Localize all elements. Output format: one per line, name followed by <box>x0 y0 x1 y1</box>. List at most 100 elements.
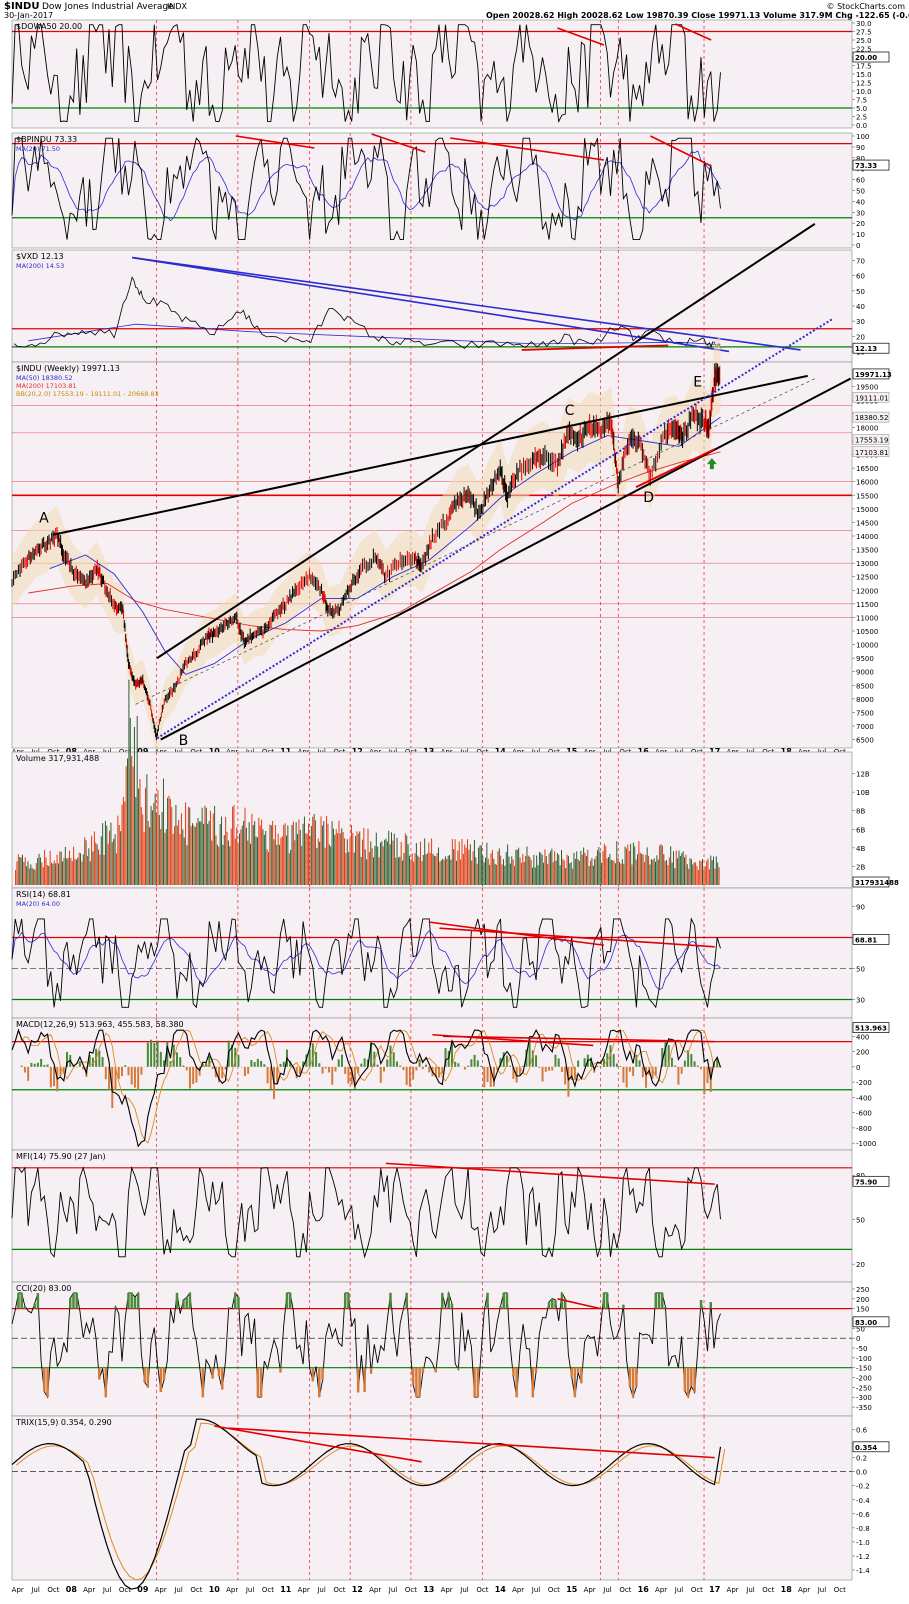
time-axis-bottom-tick: Apr <box>441 1586 453 1594</box>
dowa50-ytick-label: 7.5 <box>856 97 867 105</box>
volume-last-value: 317931488 <box>855 879 899 887</box>
vxd-title: $VXD 12.13 <box>16 252 64 261</box>
trix-title: TRIX(15,9) 0.354, 0.290 <box>15 1418 112 1427</box>
bpindu-divergence-line <box>235 135 315 149</box>
indu-wave-label-e: E <box>693 375 702 391</box>
indu-ytick-label: 14000 <box>856 533 878 541</box>
cci-ytick-label: 250 <box>856 1286 869 1294</box>
trix-ytick-label: -0.8 <box>856 1525 870 1533</box>
indu-axis-value-box <box>852 434 890 445</box>
indu-resistance-a-line <box>53 374 808 536</box>
volume-ytick-label: 10B <box>856 789 870 797</box>
time-axis-bottom-tick: 13 <box>423 1585 434 1594</box>
bpindu-plot-area <box>11 132 853 249</box>
panel-trix: 0.60.40.20.0-0.2-0.4-0.6-0.8-1.0-1.2-1.4… <box>11 1415 890 1590</box>
indu-wave-label-c: C <box>565 403 575 419</box>
dowa50-series-line <box>11 24 721 124</box>
indu-ma-support-line <box>635 448 716 489</box>
macd-signal-line <box>11 1028 721 1144</box>
indu-blue-dotted-trendline <box>156 318 834 740</box>
indu-wave-label-b: B <box>179 733 189 749</box>
time-axis-bottom-tick: Apr <box>226 1586 238 1594</box>
panel-bpindu: 1009080706050403020100$BPINDU 73.33MA(20… <box>11 132 890 250</box>
indu-axis-value-box <box>852 411 890 423</box>
vxd-ytick-label: 60 <box>856 273 865 281</box>
indu-ytick-label: 13000 <box>856 560 878 568</box>
dowa50-title: $DOWA50 20.00 <box>16 22 82 31</box>
time-axis-tick: 12 <box>352 747 363 756</box>
indu-axis-value-box <box>852 392 890 403</box>
dowa50-ytick-label: 15.0 <box>856 71 872 79</box>
mfi-ytick-label: 20 <box>856 1261 865 1269</box>
time-axis-bottom-tick: Oct <box>119 1586 131 1594</box>
bpindu-divergence-line <box>450 137 605 161</box>
dowa50-last-value: 20.00 <box>855 54 877 62</box>
indu-wave-label-d: D <box>643 490 654 506</box>
trix-ytick-label: -0.6 <box>856 1511 870 1519</box>
trix-ytick-label: -1.4 <box>856 1567 870 1575</box>
indu-ytick-label: 12500 <box>856 574 878 582</box>
time-axis-bottom-tick: 10 <box>209 1585 221 1594</box>
trix-ytick-label: 0.6 <box>856 1427 868 1435</box>
indu-ytick-label: 9500 <box>856 655 874 663</box>
indu-axis-value-box <box>852 446 890 458</box>
trix-signal-line <box>15 1422 726 1581</box>
mfi-divergence-line <box>385 1162 715 1185</box>
indu-ytick-label: 8000 <box>856 696 874 704</box>
time-axis-bottom-tick: Oct <box>190 1586 202 1594</box>
trix-ytick-label: 0.0 <box>856 1469 867 1477</box>
time-axis-bottom-tick: Apr <box>655 1586 667 1594</box>
header-quote: Open 20028.62 High 20028.62 Low 19870.39… <box>486 11 909 20</box>
time-axis-bottom-tick: Oct <box>691 1586 703 1594</box>
time-axis-tick: 17 <box>709 747 720 756</box>
macd-ytick-label: -800 <box>856 1125 872 1133</box>
panel-indu: ABCDE19500190001850018000175001700016500… <box>11 223 892 755</box>
dowa50-divergence-line <box>557 27 605 46</box>
time-axis-tick: 16 <box>638 747 650 756</box>
bpindu-ytick-label: 30 <box>856 209 865 217</box>
time-axis-tick: 08 <box>66 747 78 756</box>
rsi-last-value: 68.81 <box>855 936 877 944</box>
bpindu-ytick-label: 20 <box>856 220 865 228</box>
mfi-last-value: 75.90 <box>855 1178 877 1186</box>
vxd-legend-0: MA(200) 14.53 <box>16 262 64 270</box>
trix-ytick-label: -0.4 <box>856 1497 870 1505</box>
vxd-last-value: 12.13 <box>855 345 877 353</box>
bpindu-divergence-line <box>650 135 712 167</box>
cci-divergence-line <box>557 1298 601 1310</box>
time-axis-bottom-tick: Apr <box>798 1586 810 1594</box>
trix-last-value: 0.354 <box>855 1444 877 1452</box>
time-axis-bottom-tick: Jul <box>674 1586 684 1594</box>
time-axis-bottom-tick: Jul <box>245 1586 255 1594</box>
time-axis-bottom: Apr Jul Oct 08 Apr Jul Oct 09 Apr Jul Oct 10 Apr Jul O… <box>12 1585 846 1594</box>
dowa50-ytick-label: 10.0 <box>856 88 872 96</box>
time-axis-bottom-tick: Apr <box>298 1586 310 1594</box>
bpindu-series-line <box>11 137 721 241</box>
dowa50-ytick-label: 22.5 <box>856 46 872 54</box>
rsi-ytick-label: 50 <box>856 966 865 974</box>
header-watermark: © StockCharts.com <box>827 2 906 11</box>
volume-title: Volume 317,931,488 <box>16 754 99 763</box>
indu-axis-value-label: 17103.81 <box>855 449 888 457</box>
vxd-support-line <box>521 344 669 351</box>
time-axis-bottom-tick: Jul <box>316 1586 326 1594</box>
bpindu-legend-0: MA(20) 71.50 <box>16 145 60 153</box>
indu-bollinger-band <box>12 336 721 755</box>
cci-ytick-label: -50 <box>856 1345 867 1353</box>
time-axis-bottom-tick: Jul <box>30 1586 40 1594</box>
vxd-ytick-label: 50 <box>856 288 865 296</box>
cci-ytick-label: 50 <box>856 1325 865 1333</box>
time-axis-bottom-tick: Apr <box>727 1586 739 1594</box>
indu-ytick-label: 16500 <box>856 465 878 473</box>
indu-ytick-label: 14500 <box>856 519 878 527</box>
indu-ma200-line <box>28 451 721 632</box>
time-axis-bottom-tick: Apr <box>12 1586 24 1594</box>
time-axis-bottom-tick: 18 <box>781 1585 793 1594</box>
indu-title: $INDU (Weekly) 19971.13 <box>16 364 120 373</box>
header-exchange: INDX <box>167 2 188 11</box>
cci-last-value: 83.00 <box>855 1319 877 1327</box>
indu-ytick-label: 13500 <box>856 547 878 555</box>
